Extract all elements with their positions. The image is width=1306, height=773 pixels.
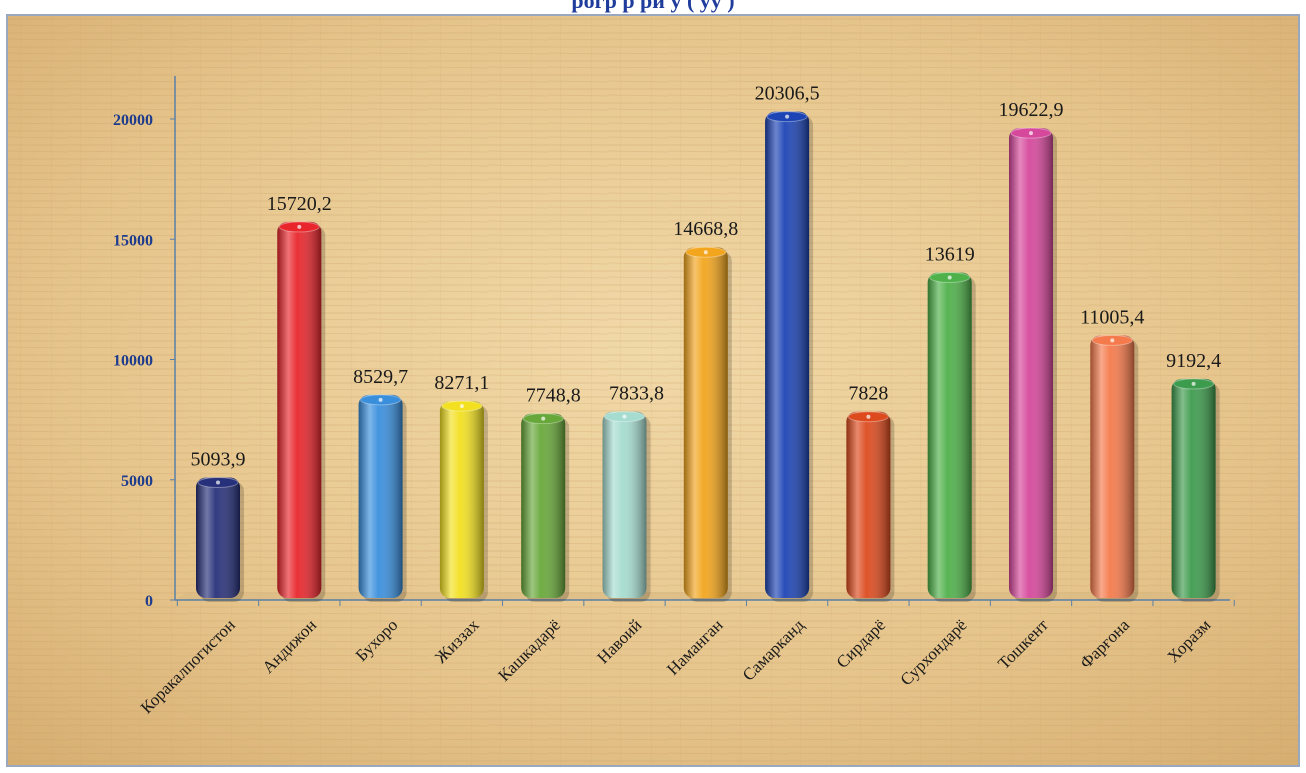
data-label: 14668,8 bbox=[673, 218, 738, 240]
data-label: 5093,9 bbox=[191, 448, 246, 470]
data-label: 19622,9 bbox=[999, 99, 1064, 121]
bar-shading bbox=[602, 411, 647, 598]
data-label: 7833,8 bbox=[609, 383, 664, 405]
bar-8 bbox=[765, 111, 814, 603]
data-label: 20306,5 bbox=[755, 83, 820, 105]
papyrus-texture bbox=[8, 16, 1298, 765]
chart-title-clipped: рогр р ри у ( уу ) bbox=[571, 0, 735, 13]
data-label: 11005,4 bbox=[1080, 306, 1144, 328]
bar-shading bbox=[683, 247, 728, 598]
bar-shading bbox=[765, 111, 810, 599]
bars bbox=[196, 111, 1220, 603]
data-label: 13619 bbox=[925, 243, 975, 265]
data-label: 9192,4 bbox=[1166, 350, 1221, 372]
bar-cap-dot bbox=[297, 224, 302, 229]
bar-9 bbox=[846, 411, 895, 602]
bar-shading bbox=[521, 413, 566, 598]
bar-12 bbox=[1090, 334, 1139, 602]
bar-cap-dot bbox=[866, 414, 871, 419]
bar-3 bbox=[358, 394, 407, 602]
bar-cap-dot bbox=[947, 275, 952, 280]
bar-5 bbox=[521, 413, 570, 602]
y-tick-label: 10000 bbox=[113, 353, 153, 370]
bar-shading bbox=[196, 477, 240, 598]
bar-cap-dot bbox=[459, 404, 464, 409]
bar-shading bbox=[846, 411, 891, 598]
data-label: 7828 bbox=[848, 383, 888, 405]
bar-4 bbox=[439, 400, 488, 602]
bar-13 bbox=[1171, 378, 1220, 602]
bar-11 bbox=[1009, 127, 1057, 602]
chart-frame: 0 5000 10000 15000 20000 5093,9 15720,2 8529,7… bbox=[6, 14, 1300, 767]
bar-cap-dot bbox=[622, 414, 627, 419]
bar-10 bbox=[927, 271, 976, 602]
bar-shading bbox=[439, 401, 484, 598]
bar-shading bbox=[1090, 335, 1135, 598]
bar-cap-dot bbox=[1191, 381, 1196, 386]
data-labels: 5093,9 15720,2 8529,7 8271,1 7748,8 7833,8 146… bbox=[191, 83, 1222, 471]
bar-cap-dot bbox=[1110, 338, 1115, 343]
bar-chart: 0 5000 10000 15000 20000 5093,9 15720,2 8529,7… bbox=[8, 16, 1298, 765]
data-label: 8529,7 bbox=[353, 366, 408, 388]
bar-cap-dot bbox=[378, 397, 383, 402]
data-label: 15720,2 bbox=[267, 193, 332, 215]
y-tick-label: 0 bbox=[145, 593, 153, 610]
bar-shading bbox=[358, 394, 403, 598]
bar-cap-dot bbox=[785, 114, 790, 119]
data-label: 8271,1 bbox=[434, 372, 489, 394]
bar-shading bbox=[1009, 128, 1053, 598]
bar-2 bbox=[277, 221, 326, 602]
bar-7 bbox=[683, 246, 732, 602]
y-tick-label: 15000 bbox=[113, 232, 153, 249]
bar-shading bbox=[1171, 378, 1216, 598]
bar-6 bbox=[602, 411, 651, 602]
bar-cap-dot bbox=[541, 416, 546, 421]
bar-1 bbox=[196, 476, 244, 602]
y-tick-label: 5000 bbox=[121, 473, 153, 490]
bar-shading bbox=[927, 272, 972, 598]
bar-cap-dot bbox=[216, 480, 220, 485]
bar-cap-dot bbox=[703, 250, 708, 255]
data-label: 7748,8 bbox=[526, 385, 581, 407]
y-tick-label: 20000 bbox=[113, 112, 153, 129]
bar-cap-dot bbox=[1029, 131, 1033, 136]
bar-shading bbox=[277, 221, 322, 598]
